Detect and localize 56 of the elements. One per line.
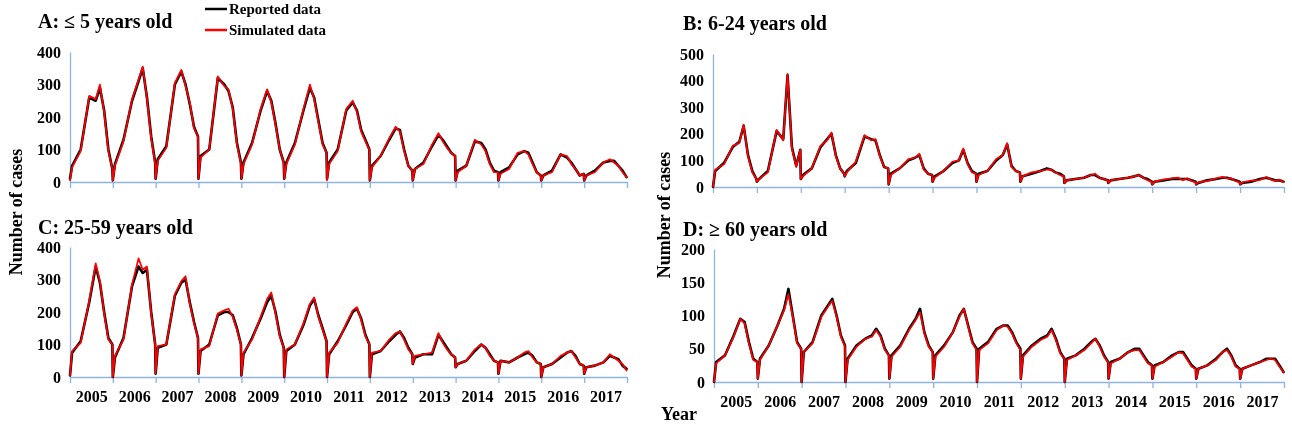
y-tick-label: 400 [37, 43, 61, 61]
chart-title: C: 25-59 years old [38, 216, 193, 239]
x-tick-label: 2010 [939, 393, 972, 411]
x-tick-label: 2013 [1071, 393, 1104, 411]
x-tick-label: 2007 [807, 393, 840, 411]
y-tick-label: 0 [696, 178, 704, 196]
y-tick-label: 0 [697, 373, 705, 391]
y-tick-label: 400 [37, 238, 61, 256]
chart-title: B: 6-24 years old [683, 12, 827, 35]
x-tick-label: 2008 [851, 393, 884, 411]
y-tick-label: 0 [53, 173, 61, 191]
x-tick-label: 2006 [764, 393, 797, 411]
x-tick-label: 2016 [547, 388, 580, 406]
x-tick-label: 2012 [1027, 393, 1060, 411]
y-tick-label: 50 [689, 340, 705, 358]
y-tick-label: 300 [37, 76, 61, 94]
y-tick-label: 150 [681, 273, 705, 291]
x-tick-label: 2009 [247, 388, 280, 406]
x-tick-label: 2016 [1202, 393, 1235, 411]
x-tick-label: 2009 [895, 393, 928, 411]
y-tick-label: 300 [37, 271, 61, 289]
y-tick-label: 100 [37, 141, 61, 159]
chart-title: A: ≤ 5 years old [38, 10, 173, 33]
y-tick-label: 400 [680, 72, 704, 90]
x-tick-label: 2015 [504, 388, 537, 406]
y-tick-label: 200 [681, 240, 705, 258]
x-tick-label: 2010 [290, 388, 323, 406]
x-tick-label: 2013 [418, 388, 451, 406]
y-tick-label: 100 [680, 152, 704, 170]
y-tick-label: 200 [37, 108, 61, 126]
y-tick-label: 0 [53, 368, 61, 386]
x-tick-label: 2017 [590, 388, 623, 406]
chart-title: D: ≥ 60 years old [683, 218, 828, 241]
x-tick-label: 2011 [333, 388, 365, 406]
x-tick-label: 2014 [1114, 393, 1147, 411]
x-tick-label: 2015 [1158, 393, 1191, 411]
x-tick-label: 2011 [983, 393, 1015, 411]
x-tick-label: 2005 [75, 388, 108, 406]
y-tick-label: 100 [37, 336, 61, 354]
y-tick-label: 200 [37, 303, 61, 321]
x-tick-label: 2005 [720, 393, 753, 411]
y-axis-title: Number of cases [6, 148, 26, 276]
x-tick-label: 2007 [161, 388, 194, 406]
x-tick-label: 2012 [375, 388, 408, 406]
x-tick-label: 2006 [118, 388, 151, 406]
y-tick-label: 500 [680, 45, 704, 63]
x-tick-label: 2017 [1246, 393, 1279, 411]
legend-label: Reported data [229, 1, 322, 18]
x-tick-label: 2008 [204, 388, 237, 406]
legend-label: Simulated data [229, 22, 327, 39]
y-tick-label: 200 [680, 125, 704, 143]
x-axis-title: Year [661, 404, 697, 424]
y-tick-label: 100 [681, 307, 705, 325]
x-tick-label: 2014 [461, 388, 494, 406]
y-axis-title: Number of cases [654, 151, 674, 279]
y-tick-label: 300 [680, 98, 704, 116]
